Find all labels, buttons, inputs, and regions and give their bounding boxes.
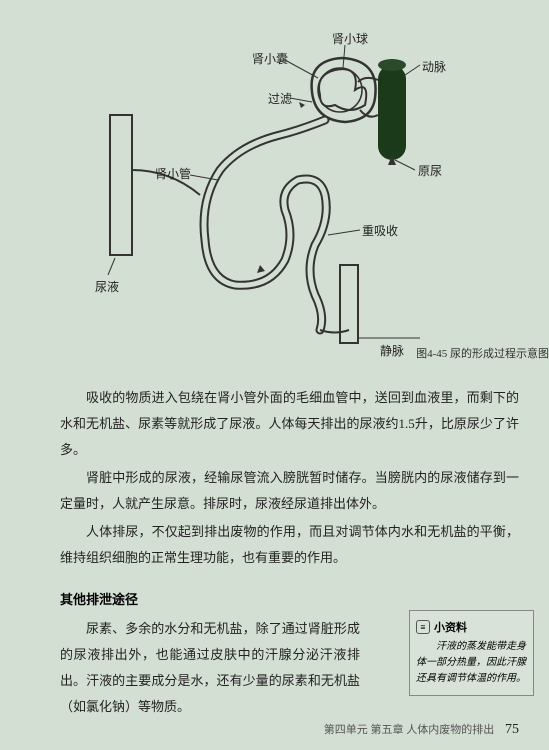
label-glomerulus: 肾小球 xyxy=(332,30,368,47)
page-number: 75 xyxy=(505,722,519,737)
footer-text: 第四单元 第五章 人体内废物的排出 xyxy=(324,724,495,736)
nephron-diagram: 肾小球 肾小囊 动脉 过滤 原尿 肾小管 重吸收 尿液 静脉 xyxy=(60,20,519,360)
info-icon: ≡ xyxy=(416,620,430,634)
section-title: 其他排泄途径 xyxy=(60,589,519,608)
paragraph-1: 吸收的物质进入包绕在肾小管外面的毛细血管中，送回到血液里，而剩下的水和无机盐、尿… xyxy=(60,385,519,463)
label-reabsorption: 重吸收 xyxy=(362,222,398,239)
page-footer: 第四单元 第五章 人体内废物的排出 75 xyxy=(324,721,519,738)
sidebar-body: 汗液的蒸发能带走身体一部分热量，因此汗腺还具有调节体温的作用。 xyxy=(416,639,527,687)
label-tubule: 肾小管 xyxy=(155,165,191,182)
figure-caption: 图4-45 尿的形成过程示意图 xyxy=(416,345,549,361)
label-filtration: 过滤 xyxy=(268,90,292,107)
label-urine: 尿液 xyxy=(95,278,119,295)
paragraph-4: 尿素、多余的水分和无机盐，除了通过肾脏形成的尿液排出外，也能通过皮肤中的汗腺分泌… xyxy=(60,616,360,720)
label-capsule: 肾小囊 xyxy=(252,50,288,67)
label-vein: 静脉 xyxy=(380,342,404,359)
sidebar-title-row: ≡ 小资料 xyxy=(416,619,527,635)
label-artery: 动脉 xyxy=(422,58,446,75)
paragraph-2: 肾脏中形成的尿液，经输尿管流入膀胱暂时储存。当膀胱内的尿液储存到一定量时，人就产… xyxy=(60,465,519,517)
label-primary-urine: 原尿 xyxy=(418,162,442,179)
sidebar-title: 小资料 xyxy=(434,619,467,635)
paragraph-3: 人体排尿，不仅起到排出废物的作用，而且对调节体内水和无机盐的平衡，维持组织细胞的… xyxy=(60,519,519,571)
sidebar-info-box: ≡ 小资料 汗液的蒸发能带走身体一部分热量，因此汗腺还具有调节体温的作用。 xyxy=(409,610,534,696)
body-text-block-1: 吸收的物质进入包绕在肾小管外面的毛细血管中，送回到血液里，而剩下的水和无机盐、尿… xyxy=(60,385,519,571)
body-text-block-2: 尿素、多余的水分和无机盐，除了通过肾脏形成的尿液排出外，也能通过皮肤中的汗腺分泌… xyxy=(60,616,360,722)
